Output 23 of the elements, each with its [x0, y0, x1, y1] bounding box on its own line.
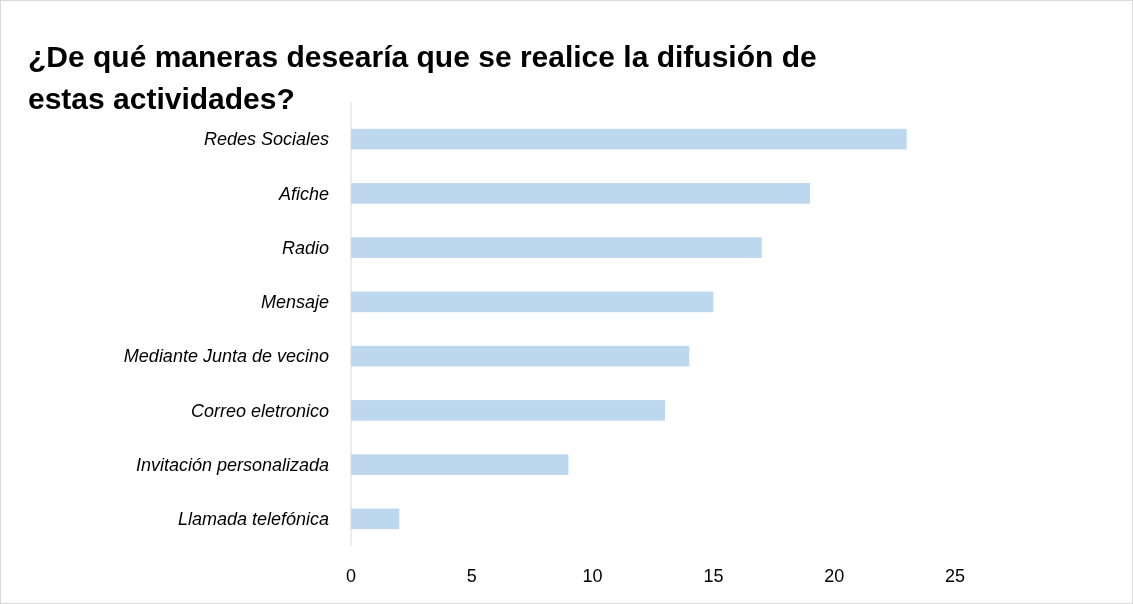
bar [351, 345, 690, 367]
bar [351, 237, 762, 258]
bar [351, 291, 714, 313]
bar [351, 454, 569, 475]
bar [351, 400, 666, 421]
x-tick-label: 20 [824, 566, 845, 586]
y-tick-label: Invitación personalizada [135, 454, 329, 475]
x-tick-label: 10 [582, 566, 603, 586]
chart-title: ¿De qué maneras desearía que se realice la difusión de estas actividades? [28, 40, 817, 115]
y-tick-label: Afiche [277, 183, 329, 204]
bar [351, 183, 811, 204]
y-tick-label: Mensaje [260, 292, 329, 313]
bar [351, 508, 400, 530]
y-tick-label: Radio [281, 237, 329, 258]
bar [351, 128, 907, 150]
x-tick-label: 5 [466, 566, 477, 586]
y-tick-label: Correo eletronico [190, 400, 329, 421]
y-tick-label: Llamada telefónica [177, 509, 329, 530]
x-tick-label: 25 [944, 566, 966, 586]
y-tick-label: Mediante Junta de vecino [123, 346, 329, 367]
y-tick-label: Redes Sociales [203, 129, 329, 150]
x-tick-label: 15 [703, 566, 724, 586]
x-tick-label: 0 [345, 566, 357, 586]
